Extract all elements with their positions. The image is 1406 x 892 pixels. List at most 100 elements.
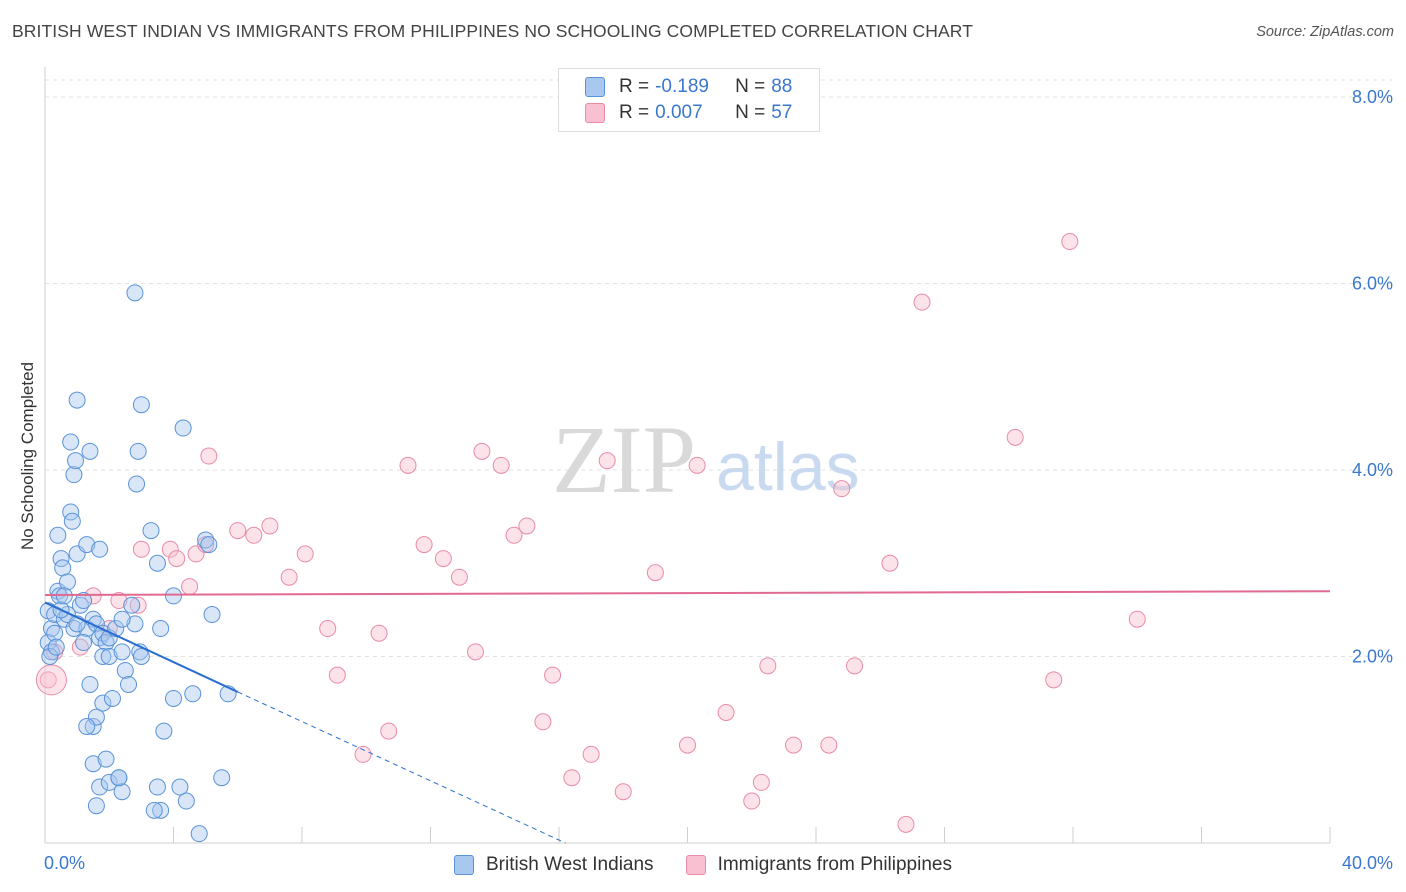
point-philippines bbox=[846, 657, 864, 675]
point-philippines bbox=[913, 293, 931, 311]
point-bwi bbox=[126, 615, 144, 633]
point-bwi bbox=[171, 778, 189, 796]
point-philippines bbox=[1128, 610, 1146, 628]
point-bwi bbox=[116, 661, 134, 679]
point-bwi bbox=[155, 722, 173, 740]
r-label: R = bbox=[619, 76, 650, 97]
point-philippines bbox=[39, 671, 57, 689]
point-bwi bbox=[62, 433, 80, 451]
correlation-legend: R = -0.189 N = 88 R = 0.007 N = 57 bbox=[558, 68, 820, 132]
point-philippines bbox=[679, 736, 696, 754]
trend-line-philippines bbox=[44, 590, 1331, 596]
trend-line-bwi bbox=[44, 601, 239, 693]
point-philippines bbox=[897, 815, 915, 833]
point-bwi bbox=[174, 419, 192, 437]
y-tick-labels: 2.0% 4.0% 6.0% 8.0% bbox=[1352, 87, 1393, 667]
point-philippines bbox=[688, 456, 706, 474]
x-tick-label-min: 0.0% bbox=[44, 853, 85, 873]
point-bwi bbox=[132, 396, 150, 414]
point-philippines bbox=[881, 554, 899, 572]
r-value-bwi: -0.189 bbox=[655, 76, 709, 97]
point-philippines bbox=[466, 643, 484, 661]
point-philippines bbox=[296, 545, 314, 563]
n-label: N = bbox=[735, 76, 766, 97]
point-bwi bbox=[75, 592, 93, 610]
point-bwi bbox=[63, 512, 81, 530]
point-philippines bbox=[181, 578, 199, 596]
legend-label-bwi: British West Indians bbox=[486, 854, 654, 875]
legend-item-bwi[interactable]: British West Indians bbox=[454, 854, 654, 876]
watermark-zip: ZIP bbox=[552, 406, 696, 513]
point-bwi bbox=[200, 536, 218, 554]
point-philippines bbox=[200, 447, 218, 465]
point-philippines bbox=[71, 638, 89, 656]
point-philippines bbox=[1061, 233, 1079, 251]
watermark-atlas: atlas bbox=[716, 429, 860, 505]
legend-label-philippines: Immigrants from Philippines bbox=[717, 854, 952, 875]
point-bwi bbox=[148, 554, 166, 572]
point-bwi bbox=[91, 540, 109, 558]
point-bwi bbox=[126, 284, 144, 302]
legend-row-philippines: R = 0.007 N = 57 bbox=[585, 101, 792, 125]
point-bwi bbox=[81, 442, 99, 460]
point-philippines bbox=[129, 596, 147, 614]
point-philippines bbox=[245, 526, 263, 544]
point-bwi bbox=[58, 573, 76, 591]
point-philippines bbox=[598, 452, 616, 470]
legend-swatch-bwi bbox=[585, 77, 605, 97]
point-philippines bbox=[261, 517, 279, 535]
point-philippines bbox=[415, 536, 433, 554]
y-tick-label: 8.0% bbox=[1352, 87, 1393, 107]
point-bwi bbox=[65, 620, 83, 638]
point-philippines bbox=[544, 666, 562, 684]
point-philippines bbox=[563, 769, 581, 787]
point-philippines bbox=[399, 456, 417, 474]
watermark: ZIP atlas bbox=[552, 406, 860, 513]
point-bwi bbox=[71, 596, 89, 614]
point-philippines bbox=[534, 713, 552, 731]
point-philippines bbox=[505, 526, 523, 544]
point-philippines bbox=[785, 736, 803, 754]
chart-title: BRITISH WEST INDIAN VS IMMIGRANTS FROM P… bbox=[12, 21, 974, 41]
legend-item-philippines[interactable]: Immigrants from Philippines bbox=[685, 854, 952, 876]
point-philippines bbox=[380, 722, 398, 740]
point-bwi bbox=[78, 536, 96, 554]
point-philippines bbox=[743, 792, 761, 810]
point-bwi bbox=[203, 606, 221, 624]
legend-swatch-bwi bbox=[454, 855, 474, 875]
legend-swatch-philippines bbox=[585, 103, 605, 123]
point-bwi bbox=[213, 769, 231, 787]
point-bwi bbox=[97, 634, 115, 652]
y-tick-label: 4.0% bbox=[1352, 460, 1393, 480]
point-philippines bbox=[752, 773, 770, 791]
point-philippines bbox=[820, 736, 838, 754]
point-bwi bbox=[65, 466, 83, 484]
axes bbox=[44, 67, 1331, 844]
n-label: N = bbox=[735, 102, 766, 123]
gridlines bbox=[45, 79, 1392, 657]
point-bwi bbox=[68, 391, 86, 409]
x-tick-labels: 0.0% 40.0% bbox=[44, 853, 1393, 873]
point-bwi bbox=[152, 801, 170, 819]
source-credit: Source: ZipAtlas.com bbox=[1256, 24, 1394, 40]
point-bwi bbox=[91, 778, 109, 796]
trend-lines bbox=[44, 590, 1331, 844]
point-bwi bbox=[145, 801, 163, 819]
point-philippines bbox=[110, 592, 128, 610]
point-bwi bbox=[103, 689, 121, 707]
point-philippines bbox=[370, 624, 388, 642]
point-philippines bbox=[582, 745, 600, 763]
point-bwi bbox=[97, 750, 115, 768]
point-bwi bbox=[100, 773, 118, 791]
point-philippines bbox=[1006, 428, 1024, 446]
point-bwi bbox=[100, 648, 118, 665]
series-legend: British West Indians Immigrants from Phi… bbox=[0, 852, 1406, 878]
r-value-philippines: 0.007 bbox=[655, 102, 703, 123]
point-philippines bbox=[319, 620, 337, 638]
point-philippines bbox=[84, 587, 102, 605]
point-bwi bbox=[42, 620, 60, 638]
r-label: R = bbox=[619, 102, 650, 123]
point-philippines bbox=[1045, 671, 1063, 689]
point-bwi bbox=[120, 675, 138, 693]
